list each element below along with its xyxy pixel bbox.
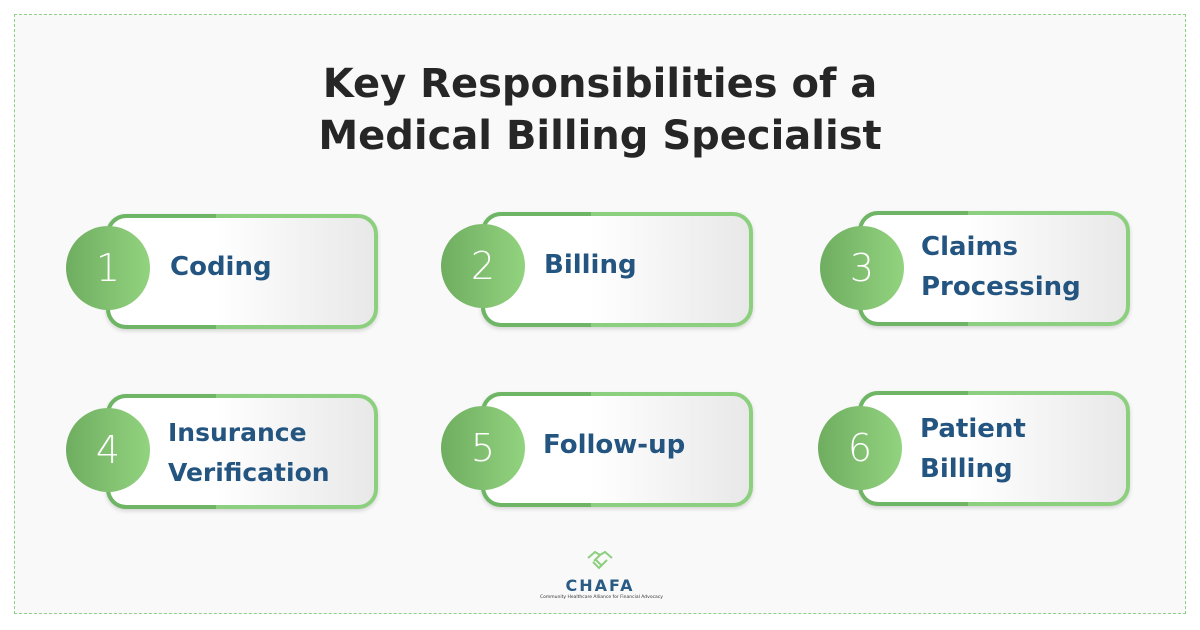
card-follow-up — [481, 392, 753, 507]
logo-name: CHAFA — [565, 576, 635, 595]
number-badge: 3 — [820, 226, 904, 310]
number-badge: 6 — [818, 406, 902, 490]
card-label: Insurance Verification — [168, 418, 330, 487]
number-badge: 2 — [441, 224, 525, 308]
page-title: Key Responsibilities of a Medical Billin… — [0, 58, 1200, 162]
number-badge: 1 — [66, 226, 150, 310]
number-badge: 4 — [66, 408, 150, 492]
card-patient-billing — [858, 391, 1130, 506]
number-badge: 5 — [441, 406, 525, 490]
card-label: Claims Processing — [921, 232, 1081, 302]
card-label: Patient Billing — [920, 414, 1026, 484]
title-line-1: Key Responsibilities of a — [322, 61, 878, 107]
logo: CHAFA Community Healthcare Alliance for … — [540, 548, 663, 600]
logo-tagline: Community Healthcare Alliance for Financ… — [540, 595, 663, 600]
handshake-icon — [587, 550, 613, 570]
title-line-2: Medical Billing Specialist — [318, 113, 882, 159]
card-label: Coding — [170, 252, 272, 282]
card-label: Billing — [544, 250, 637, 280]
card-coding — [106, 214, 378, 329]
card-label: Follow-up — [543, 430, 686, 460]
